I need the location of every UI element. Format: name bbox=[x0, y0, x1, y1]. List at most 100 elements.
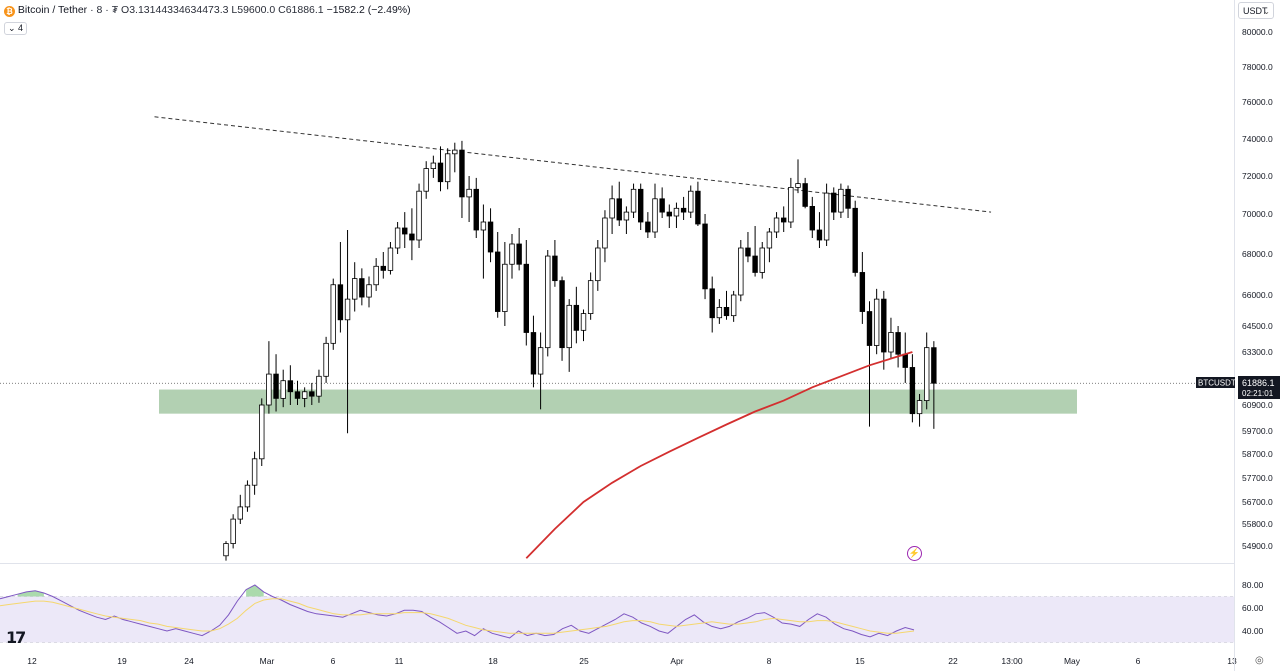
candle-body bbox=[716, 306, 723, 319]
candle-body bbox=[645, 221, 651, 233]
candle bbox=[680, 196, 687, 220]
candle bbox=[673, 202, 680, 228]
time-tick-label: Mar bbox=[260, 656, 275, 666]
price-label-bg bbox=[1238, 376, 1280, 399]
candle-body bbox=[831, 192, 837, 213]
candle bbox=[852, 200, 858, 277]
candle-body bbox=[766, 231, 773, 249]
candle bbox=[802, 177, 808, 209]
time-tick-label: 6 bbox=[1136, 656, 1141, 666]
candle bbox=[823, 183, 830, 246]
candle bbox=[402, 212, 408, 248]
candle-body bbox=[301, 391, 308, 399]
rsi-tick-label: 60.00 bbox=[1242, 603, 1264, 613]
price-tick-label: 64500.0 bbox=[1242, 321, 1273, 331]
lightning-icon[interactable]: ⚡ bbox=[907, 546, 922, 561]
candle-body bbox=[502, 263, 508, 312]
candle-body bbox=[895, 332, 901, 355]
candle-body bbox=[366, 284, 372, 298]
candle-body bbox=[759, 247, 765, 273]
tradingview-logo-icon[interactable]: 17 bbox=[6, 628, 26, 647]
candle-body bbox=[452, 149, 458, 155]
candle-body bbox=[595, 247, 601, 282]
candle bbox=[323, 336, 329, 383]
candle bbox=[759, 242, 765, 279]
candle-body bbox=[380, 265, 386, 271]
candle bbox=[881, 290, 887, 370]
candle-body bbox=[287, 380, 294, 393]
candle bbox=[430, 155, 437, 178]
candle-body bbox=[695, 190, 701, 225]
candle-body bbox=[223, 543, 229, 557]
candle bbox=[309, 382, 315, 405]
rsi-ma-line bbox=[0, 598, 915, 634]
candle bbox=[666, 204, 672, 228]
candle-body bbox=[673, 207, 680, 217]
candle bbox=[537, 332, 544, 410]
rsi-band bbox=[0, 596, 1234, 643]
candle bbox=[545, 250, 551, 357]
candle bbox=[409, 208, 415, 261]
candle bbox=[723, 290, 730, 320]
candle-body bbox=[316, 375, 322, 397]
candle bbox=[380, 252, 386, 279]
candle bbox=[530, 315, 537, 388]
candle bbox=[638, 183, 644, 230]
candle-body bbox=[330, 284, 336, 344]
symbol-title[interactable]: Bitcoin / Tether bbox=[17, 4, 88, 16]
candle bbox=[716, 299, 723, 324]
candle-body bbox=[494, 251, 501, 312]
candle-body bbox=[916, 400, 923, 415]
candle-body bbox=[251, 458, 258, 486]
candle-body bbox=[873, 298, 880, 346]
candle-body bbox=[351, 278, 358, 300]
price-tick-label: 57700.0 bbox=[1242, 473, 1273, 483]
currency-label: USDT bbox=[1243, 6, 1268, 16]
candle bbox=[580, 309, 587, 342]
currency-select[interactable]: USDT ⌄ bbox=[1238, 2, 1274, 19]
price-axis[interactable]: 80000.0 78000.0 76000.0 74000.0 72000.0 70000… bbox=[1242, 27, 1273, 551]
candle-body bbox=[309, 391, 315, 397]
candle-body bbox=[709, 288, 715, 319]
gear-icon[interactable]: ◎ bbox=[1255, 655, 1264, 666]
time-tick-label: 8 bbox=[767, 656, 772, 666]
candle-body bbox=[723, 306, 730, 317]
price-tick-label: 59700.0 bbox=[1242, 426, 1273, 436]
price-tick-label: 80000.0 bbox=[1242, 27, 1273, 37]
candle-body bbox=[688, 190, 694, 213]
candle bbox=[423, 161, 429, 199]
trendline[interactable] bbox=[154, 116, 992, 213]
candle-body bbox=[602, 217, 608, 249]
price-tick-label: 56700.0 bbox=[1242, 497, 1273, 507]
candle bbox=[587, 272, 594, 320]
candle bbox=[816, 212, 823, 248]
candle-body bbox=[680, 207, 687, 213]
candle-body bbox=[702, 223, 708, 290]
time-tick-label: 19 bbox=[117, 656, 127, 666]
candle-body bbox=[902, 353, 908, 368]
candle bbox=[795, 159, 801, 194]
candle bbox=[909, 354, 916, 423]
time-axis[interactable]: 12 19 24 Mar 6 11 18 25 Apr 8 15 22 13:00 May 6 13 bbox=[27, 656, 1237, 666]
candle bbox=[866, 301, 873, 427]
candle-body bbox=[580, 313, 587, 331]
candle-body bbox=[444, 153, 451, 183]
price-tick-label: 63300.0 bbox=[1242, 347, 1273, 357]
candle bbox=[809, 196, 815, 238]
candle bbox=[895, 326, 901, 368]
candle-body bbox=[881, 298, 887, 353]
candle bbox=[845, 185, 851, 218]
candle-body bbox=[459, 149, 465, 198]
candle-body bbox=[816, 229, 823, 241]
chevron-down-icon: ⌄ bbox=[1263, 7, 1270, 16]
candle bbox=[766, 228, 773, 263]
indicators-toggle[interactable]: ⌄ 4 bbox=[4, 22, 28, 35]
symbol-header[interactable]: ₿ Bitcoin / Tether · 8 · ₮ O3.1314433463… bbox=[4, 4, 411, 17]
candle-body bbox=[587, 280, 594, 314]
candle bbox=[516, 228, 522, 271]
candle-body bbox=[230, 518, 236, 544]
candle bbox=[566, 299, 572, 372]
candle bbox=[695, 181, 701, 226]
candle-body bbox=[280, 380, 286, 399]
